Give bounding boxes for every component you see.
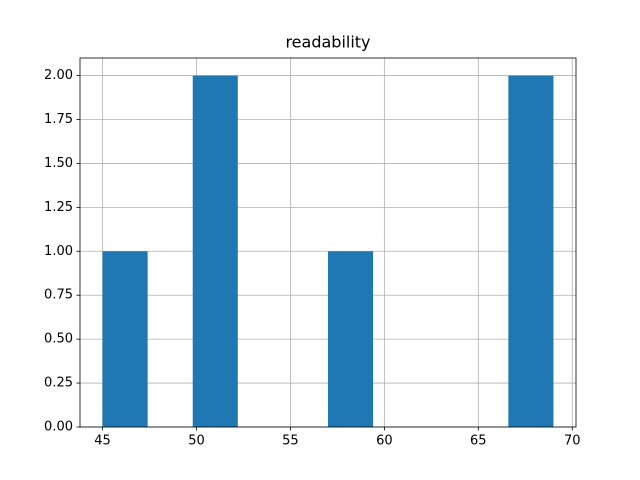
chart-title: readability — [285, 33, 370, 52]
y-tick-label: 0.25 — [44, 376, 73, 391]
bar — [328, 251, 374, 427]
x-tick-label: 55 — [282, 434, 299, 449]
y-tick-label: 1.50 — [44, 156, 73, 171]
y-tick-label: 1.25 — [44, 200, 73, 215]
y-tick-label: 1.00 — [44, 244, 73, 259]
bar — [192, 75, 238, 428]
y-tick-label: 0.50 — [44, 332, 73, 347]
bar — [508, 75, 554, 428]
bars — [102, 75, 554, 428]
y-tick-label: 2.00 — [44, 68, 73, 83]
y-tick-label: 0.75 — [44, 288, 73, 303]
x-tick-label: 70 — [564, 434, 581, 449]
axes-frame — [79, 57, 577, 428]
x-tick-label: 45 — [94, 434, 111, 449]
bar — [102, 251, 148, 427]
x-tick-label: 50 — [188, 434, 205, 449]
y-tick-label: 0.00 — [44, 420, 73, 435]
x-tick-label: 65 — [470, 434, 487, 449]
x-tick-label: 60 — [376, 434, 393, 449]
y-tick-label: 1.75 — [44, 112, 73, 127]
